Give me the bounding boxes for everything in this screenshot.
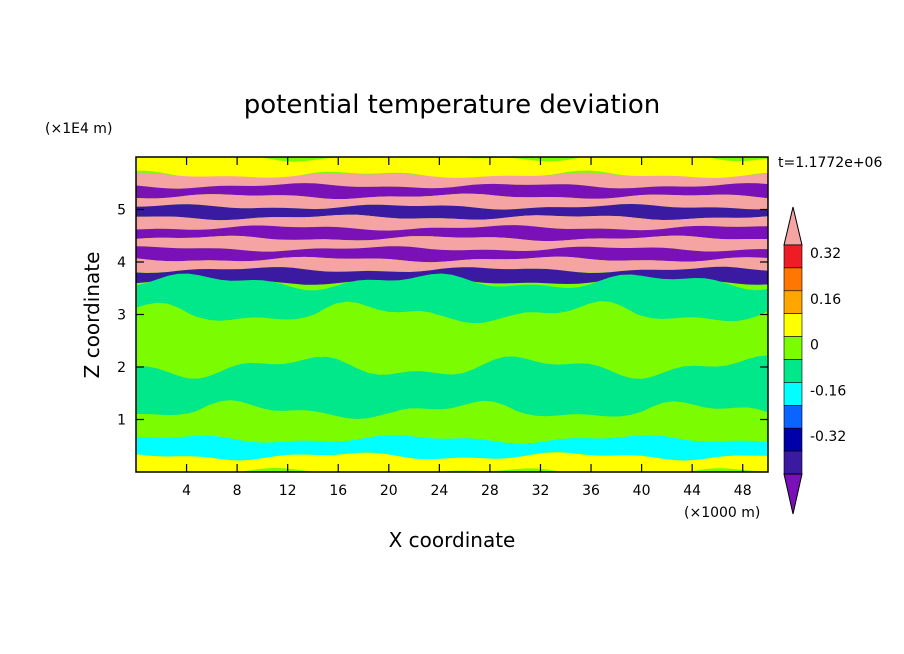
colorbar-label: -0.16	[810, 383, 846, 399]
colorbar-arrow-bottom	[783, 473, 803, 515]
y-tick-label: 3	[117, 308, 126, 324]
contour-band	[136, 434, 768, 461]
contour-band	[136, 225, 768, 242]
colorbar-segment	[783, 359, 803, 383]
x-unit-label: (×1000 m)	[684, 505, 760, 521]
contour-band	[136, 256, 768, 273]
contour-band	[136, 246, 768, 263]
y-tick-label: 2	[117, 360, 126, 376]
x-tick-label: 28	[481, 483, 499, 499]
colorbar-segment	[783, 404, 803, 429]
y-axis: 1 2 3 4 5	[117, 203, 768, 429]
x-axis-title: X coordinate	[389, 528, 516, 552]
contour-band	[136, 235, 768, 252]
x-tick-label: 8	[233, 483, 242, 499]
colorbar-label: 0.32	[810, 246, 841, 262]
contour-band	[136, 301, 768, 381]
y-axis-title: Z coordinate	[80, 252, 104, 379]
colorbar-label: 0.16	[810, 292, 841, 308]
colorbar-segment	[783, 244, 803, 269]
contour-band	[136, 273, 768, 324]
x-axis: 4 8 12 16 20 24 28 32 36 40 44 48	[182, 157, 752, 499]
x-tick-label: 32	[532, 483, 550, 499]
x-tick-label: 44	[683, 483, 701, 499]
colorbar: 0.32 0.16 0 -0.16 -0.32	[783, 206, 846, 515]
chart-title: potential temperature deviation	[244, 90, 660, 120]
colorbar-label: -0.32	[810, 429, 846, 445]
y-tick-label: 1	[117, 413, 126, 429]
colorbar-segment	[783, 382, 803, 406]
colorbar-segment	[783, 450, 803, 475]
colorbar-segment	[783, 427, 803, 452]
contour-band	[136, 172, 768, 189]
contour-band	[136, 183, 768, 200]
contour-band	[136, 193, 768, 210]
x-tick-label: 20	[380, 483, 398, 499]
colorbar-arrow-top	[783, 206, 803, 246]
x-tick-label: 48	[734, 483, 752, 499]
contour-band	[136, 404, 768, 447]
colorbar-segment	[783, 290, 803, 314]
y-tick-label: 5	[117, 203, 126, 219]
contour-band	[136, 157, 768, 180]
contour-band	[136, 452, 768, 472]
x-tick-label: 4	[182, 483, 191, 499]
colorbar-segment	[783, 267, 803, 292]
y-unit-label: (×1E4 m)	[45, 121, 112, 137]
x-tick-label: 12	[279, 483, 297, 499]
colorbar-segment	[783, 313, 803, 337]
colorbar-label: 0	[810, 338, 819, 354]
x-tick-label: 24	[430, 483, 448, 499]
colorbar-segment	[783, 336, 803, 360]
y-tick-label: 4	[117, 255, 126, 271]
x-tick-label: 40	[633, 483, 651, 499]
x-tick-label: 16	[329, 483, 347, 499]
time-label: t=1.1772e+06	[778, 155, 882, 171]
contour-field	[136, 157, 768, 472]
contour-band	[136, 355, 768, 424]
x-tick-label: 36	[582, 483, 600, 499]
contour-band	[136, 204, 768, 221]
contour-band	[136, 214, 768, 231]
